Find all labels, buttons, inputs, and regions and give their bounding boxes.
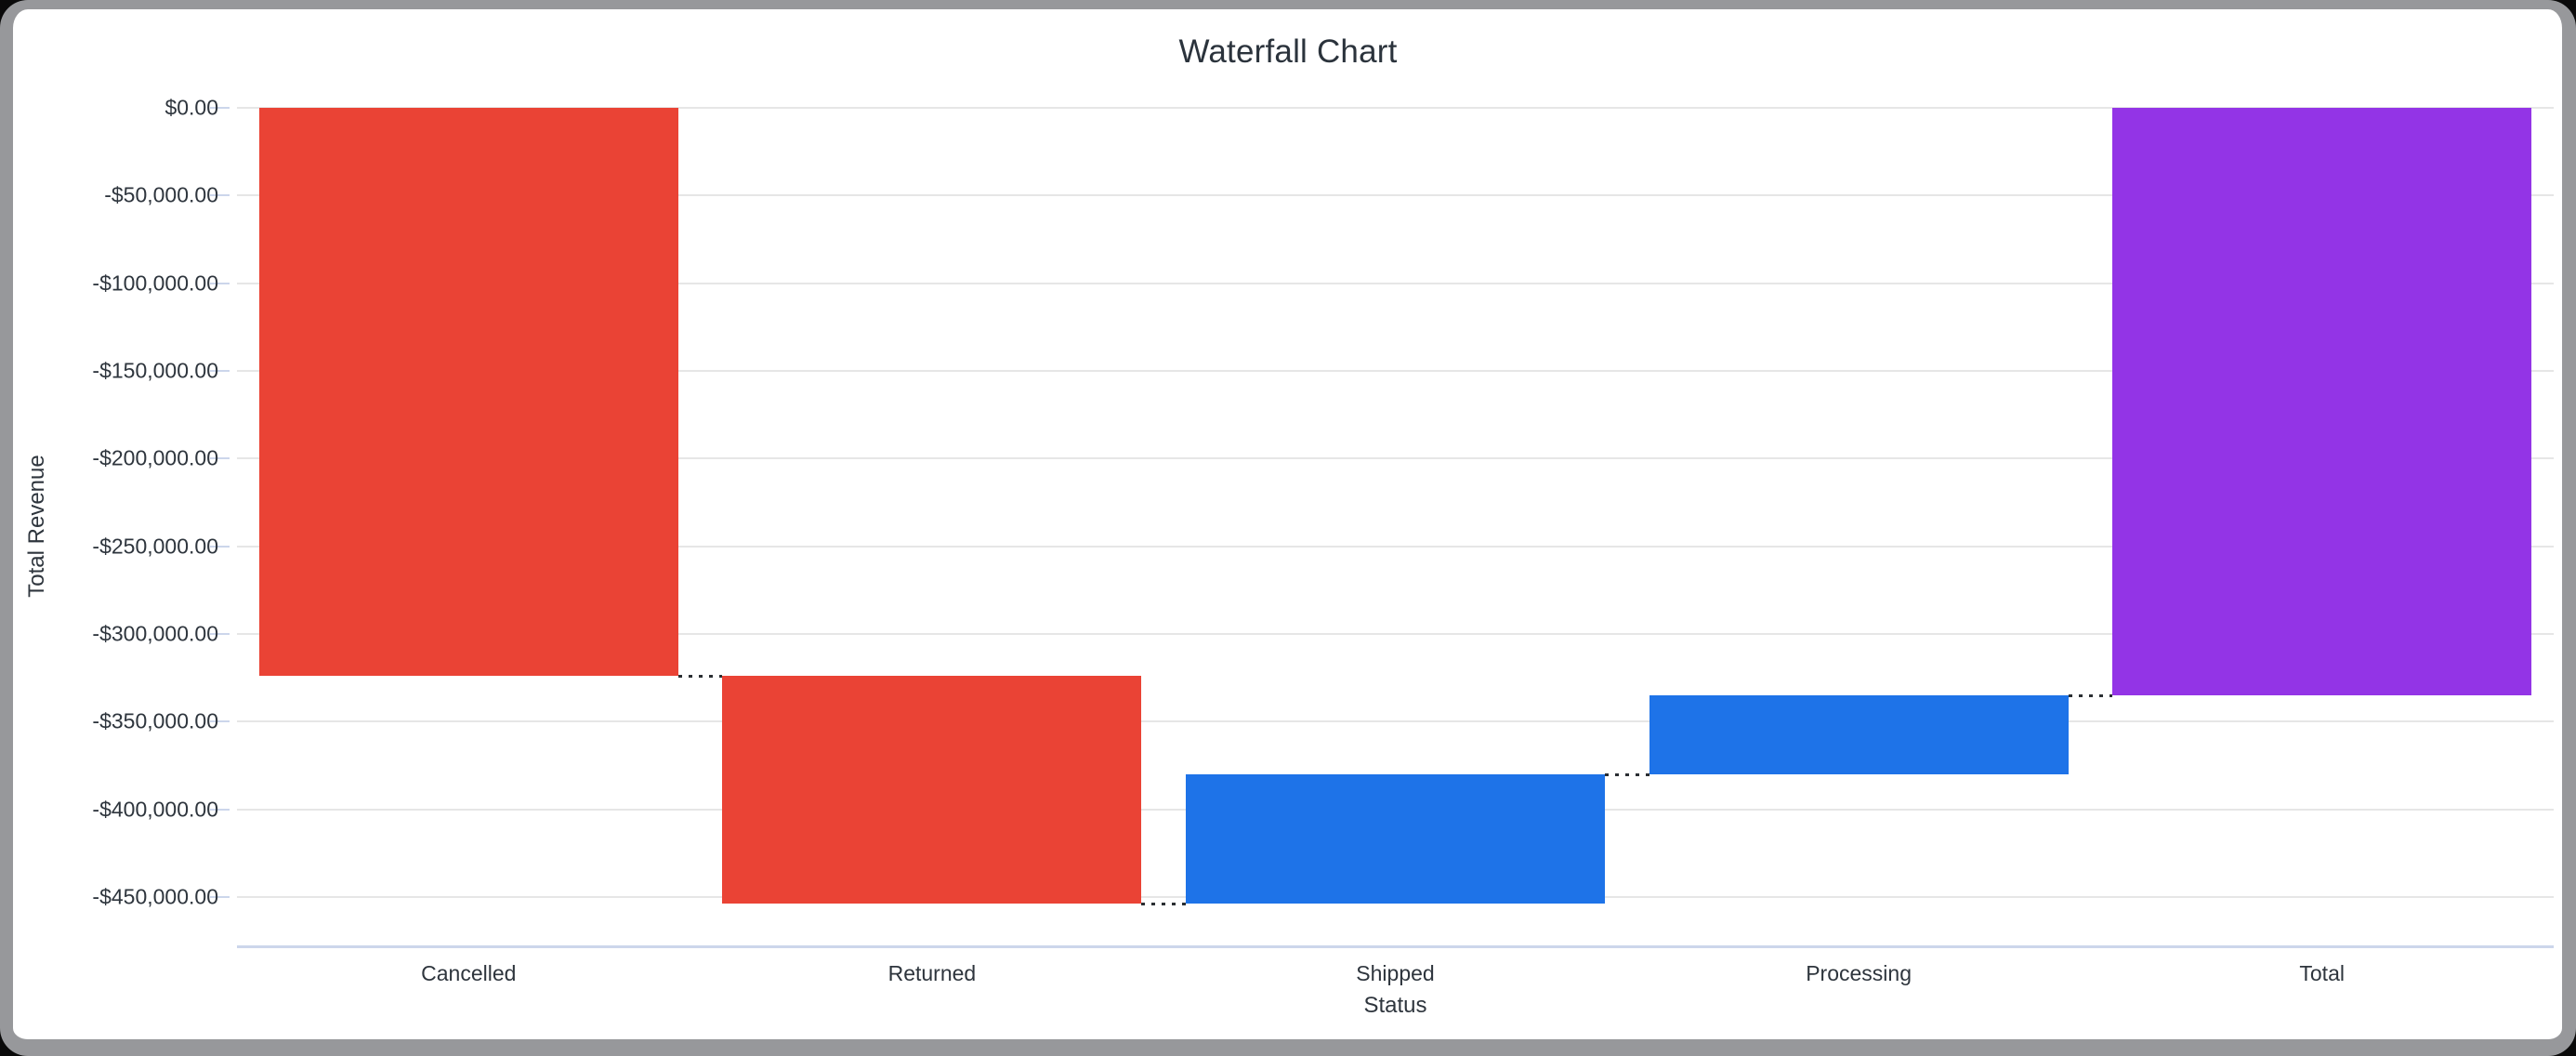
y-axis-tick xyxy=(210,633,230,635)
waterfall-connector xyxy=(677,675,723,678)
y-tick-label: -$400,000.00 xyxy=(92,797,218,822)
y-tick-label: -$300,000.00 xyxy=(92,621,218,646)
gridline xyxy=(237,283,2554,284)
x-axis-title: Status xyxy=(1363,993,1427,1018)
waterfall-connector xyxy=(1605,773,1649,776)
bar-shipped[interactable] xyxy=(1186,773,1605,904)
y-axis-tick xyxy=(210,194,230,196)
y-axis-tick xyxy=(210,720,230,722)
y-axis-tick xyxy=(210,107,230,109)
x-tick-label: Cancelled xyxy=(421,961,517,985)
waterfall-connector xyxy=(1141,903,1186,905)
x-tick-label: Shipped xyxy=(1356,961,1435,985)
bar-processing[interactable] xyxy=(1649,695,2069,774)
chart-title: Waterfall Chart xyxy=(1178,33,1398,70)
y-axis-tick xyxy=(210,546,230,548)
y-axis-tick xyxy=(210,457,230,459)
y-tick-label: -$250,000.00 xyxy=(92,534,218,559)
y-axis-title: Total Revenue xyxy=(24,455,49,598)
y-axis-tick xyxy=(210,809,230,811)
bar-cancelled[interactable] xyxy=(258,108,678,677)
y-tick-label: -$50,000.00 xyxy=(104,182,218,207)
x-tick-label: Returned xyxy=(887,961,977,985)
y-tick-label: -$350,000.00 xyxy=(92,708,218,733)
x-tick-label: Processing xyxy=(1806,961,1912,985)
y-tick-label: -$150,000.00 xyxy=(92,358,218,383)
gridline xyxy=(237,370,2554,372)
y-axis-tick xyxy=(210,370,230,372)
y-axis-tick xyxy=(210,283,230,284)
gridline xyxy=(237,633,2554,635)
gridline xyxy=(237,107,2554,109)
x-axis-line xyxy=(237,945,2554,948)
y-axis-tick xyxy=(210,896,230,898)
gridline xyxy=(237,457,2554,459)
y-tick-label: -$200,000.00 xyxy=(92,445,218,470)
gridline xyxy=(237,194,2554,196)
gridline xyxy=(237,720,2554,722)
waterfall-connector xyxy=(2068,694,2113,697)
gridline xyxy=(237,546,2554,548)
bar-returned[interactable] xyxy=(722,676,1142,904)
y-tick-label: -$450,000.00 xyxy=(92,884,218,909)
bar-total[interactable] xyxy=(2112,108,2532,696)
y-tick-label: -$100,000.00 xyxy=(92,271,218,296)
x-tick-label: Total xyxy=(2299,961,2345,985)
y-tick-label: $0.00 xyxy=(164,95,218,120)
